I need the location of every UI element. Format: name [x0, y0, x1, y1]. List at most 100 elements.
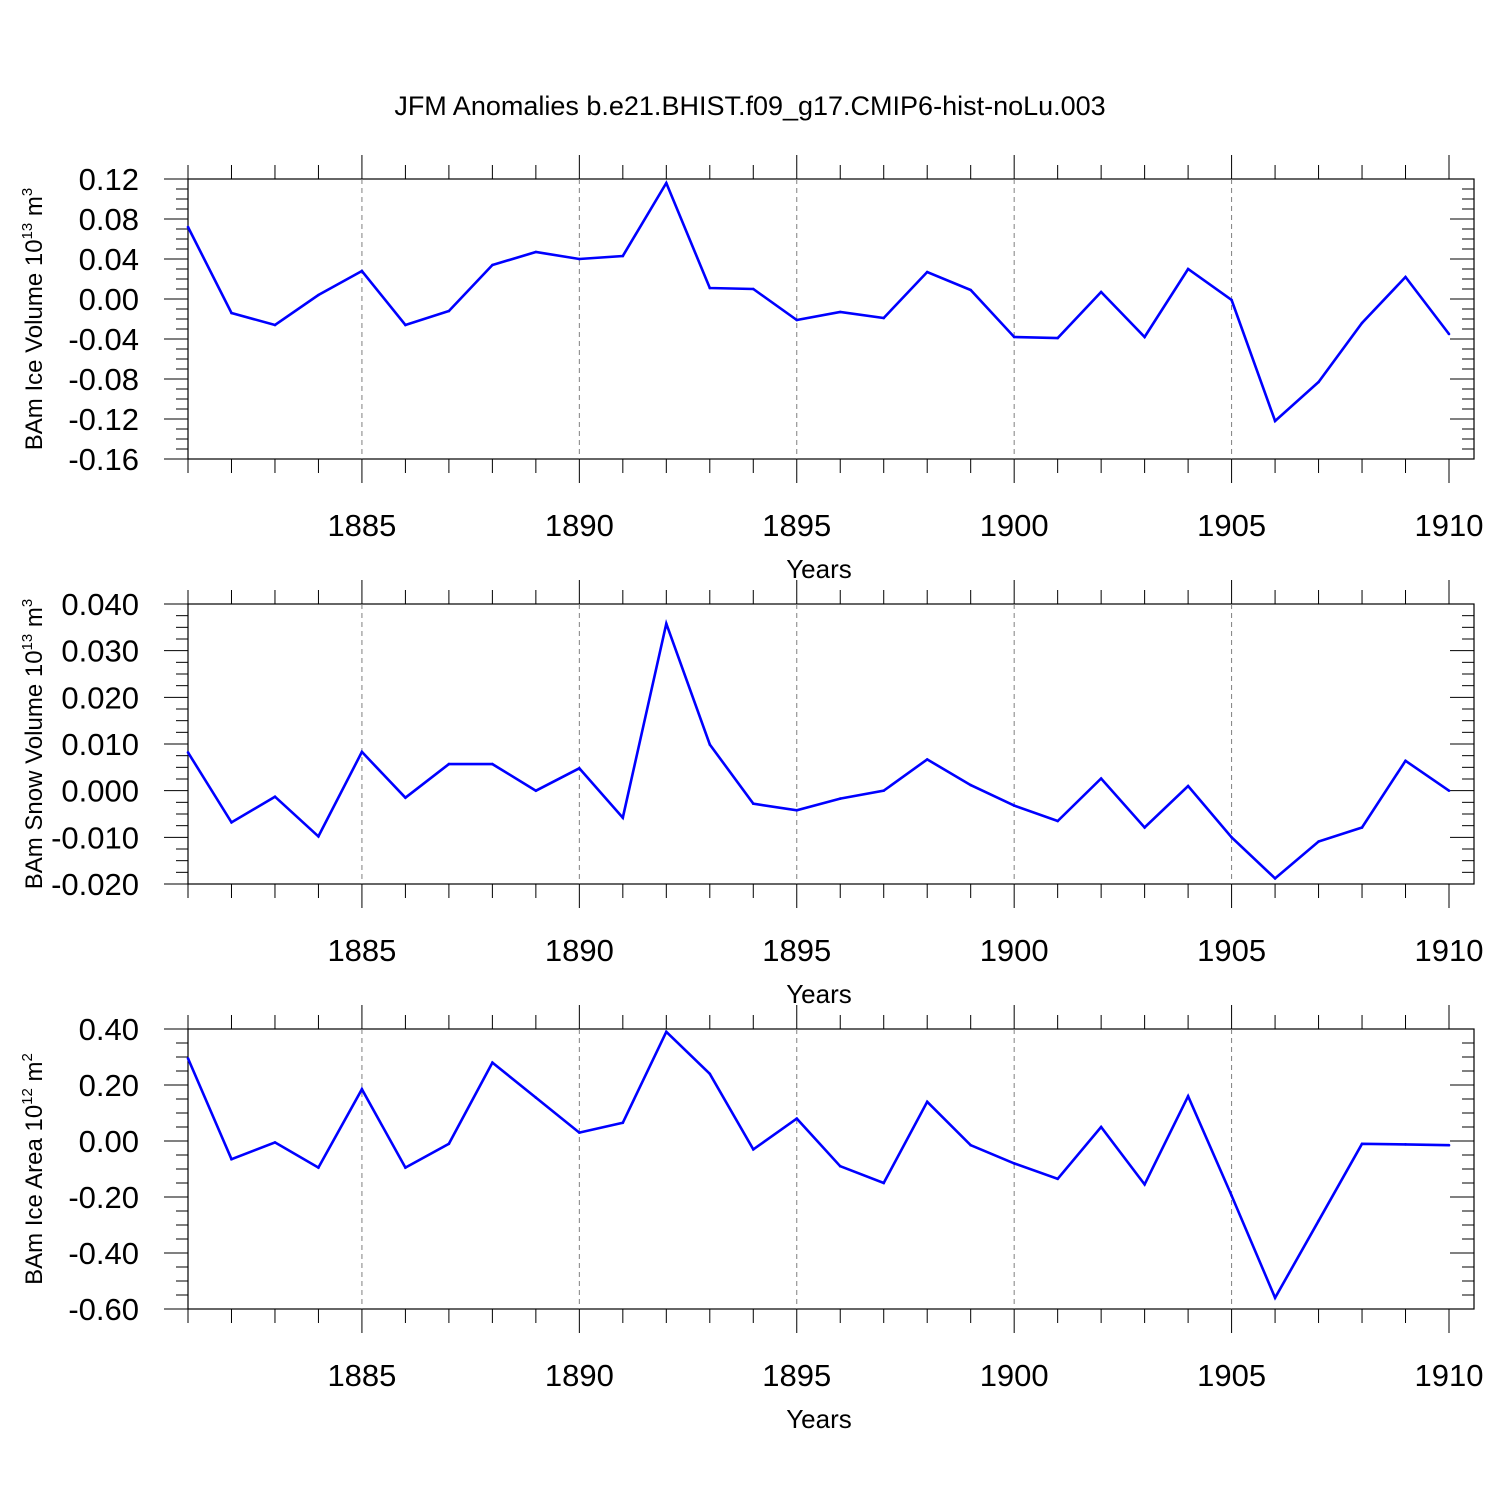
- data-point: [665, 181, 668, 185]
- y-tick-label: -0.40: [68, 1236, 139, 1271]
- data-point: [1447, 332, 1451, 336]
- data-point: [838, 310, 842, 314]
- x-tick-label: 1910: [1415, 1358, 1484, 1393]
- data-point: [317, 293, 320, 297]
- data-point: [491, 1061, 494, 1064]
- data-point: [1012, 804, 1016, 807]
- data-point: [1143, 826, 1146, 829]
- y-label-unit: m: [21, 607, 48, 634]
- y-label-exponent: 13: [19, 223, 36, 240]
- data-point: [969, 288, 972, 292]
- data-point: [1447, 1143, 1451, 1147]
- data-point: [1317, 380, 1320, 384]
- data-point: [404, 796, 407, 799]
- data-point: [925, 1100, 929, 1104]
- x-tick-label: 1895: [762, 508, 831, 543]
- y-label-unit-exponent: 3: [19, 599, 36, 607]
- data-point: [882, 789, 886, 792]
- data-point: [1404, 275, 1407, 279]
- data-point: [230, 821, 233, 824]
- x-tick-label: 1890: [545, 933, 614, 968]
- data-point: [751, 287, 755, 291]
- x-tick-label: 1885: [327, 508, 396, 543]
- x-tick-label: 1910: [1415, 508, 1484, 543]
- y-tick-label: 0.010: [61, 727, 139, 762]
- y-tick-label: -0.010: [51, 820, 139, 855]
- plot-panels: 1885 1890 1895 1900 1905 1910 Years 0.12 0.08 0.0…: [19, 155, 1483, 1434]
- y-tick-label: -0.16: [68, 442, 139, 477]
- data-point: [404, 323, 407, 327]
- y-tick-label: 0.00: [79, 282, 139, 317]
- data-point: [621, 1121, 625, 1125]
- y-tick-label: 0.40: [79, 1012, 139, 1047]
- series-line: [186, 618, 1450, 881]
- data-point: [1186, 784, 1190, 788]
- x-tick-label: 1905: [1197, 933, 1266, 968]
- data-point: [751, 802, 755, 806]
- y-label-unit-exponent: 3: [19, 188, 36, 196]
- data-point: [665, 1030, 668, 1034]
- data-point: [969, 783, 972, 787]
- data-point: [1273, 419, 1277, 423]
- y-axis-label: BAm Snow Volume 1013 m3: [19, 599, 48, 890]
- y-tick-label: -0.08: [68, 362, 139, 397]
- data-point: [1447, 789, 1451, 792]
- data-point: [925, 270, 929, 274]
- data-point: [795, 318, 799, 322]
- data-point: [969, 1143, 972, 1147]
- x-axis-label: Years: [786, 554, 852, 584]
- data-point: [230, 1157, 233, 1161]
- x-tick-label: 1900: [980, 933, 1049, 968]
- data-point: [1056, 336, 1059, 340]
- data-point: [1360, 321, 1364, 325]
- y-tick-label: -0.20: [68, 1180, 139, 1215]
- series-line: [186, 180, 1451, 424]
- data-point: [360, 750, 364, 754]
- x-axis-label: Years: [786, 1404, 852, 1434]
- x-tick-label: 1900: [980, 508, 1049, 543]
- data-point: [838, 1164, 842, 1168]
- panel-ice-area: 1885 1890 1895 1900 1905 1910 Years 0.40 0.20 0.0…: [19, 1005, 1483, 1434]
- y-label-text: BAm Snow Volume 10: [21, 650, 48, 889]
- data-point: [491, 762, 494, 766]
- y-label-exponent: 13: [19, 634, 36, 651]
- x-tick-label: 1885: [327, 933, 396, 968]
- data-point: [186, 751, 190, 754]
- data-point: [1230, 836, 1233, 839]
- data-point: [447, 762, 451, 766]
- data-point: [186, 225, 190, 229]
- x-tick-label: 1895: [762, 1358, 831, 1393]
- series-line: [186, 1029, 1450, 1301]
- data-point: [882, 316, 886, 320]
- data-point: [1056, 1177, 1059, 1181]
- data-point: [1273, 1296, 1277, 1300]
- panel-snow-volume: 1885 1890 1895 1900 1905 1910 Years 0.040 0.030 0…: [19, 580, 1483, 1009]
- x-tick-label: 1890: [545, 508, 614, 543]
- y-tick-label: 0.04: [79, 242, 139, 277]
- y-tick-label: 0.00: [79, 1124, 139, 1159]
- data-point: [360, 1087, 364, 1091]
- data-point: [534, 250, 538, 254]
- data-point: [665, 622, 668, 625]
- data-point: [186, 1057, 190, 1060]
- data-point: [621, 254, 625, 258]
- data-point: [751, 1148, 755, 1151]
- y-label-unit-exponent: 2: [19, 1053, 36, 1061]
- data-point: [1099, 777, 1103, 780]
- data-point: [1230, 298, 1233, 302]
- data-point: [273, 795, 277, 799]
- data-point: [795, 1117, 799, 1120]
- data-point: [708, 743, 712, 746]
- data-point: [578, 766, 581, 770]
- data-point: [230, 311, 233, 315]
- data-point: [882, 1181, 886, 1185]
- data-point: [1273, 877, 1277, 880]
- data-point: [1404, 759, 1407, 763]
- y-tick-label: 0.08: [79, 202, 139, 237]
- data-point: [404, 1166, 407, 1169]
- panel-ice-volume: 1885 1890 1895 1900 1905 1910 Years 0.12 0.08 0.0…: [19, 155, 1483, 584]
- y-tick-label: -0.020: [51, 867, 139, 902]
- y-axis-label: BAm Ice Area 1012 m2: [19, 1053, 48, 1285]
- data-point: [1012, 335, 1016, 339]
- x-tick-label: 1895: [762, 933, 831, 968]
